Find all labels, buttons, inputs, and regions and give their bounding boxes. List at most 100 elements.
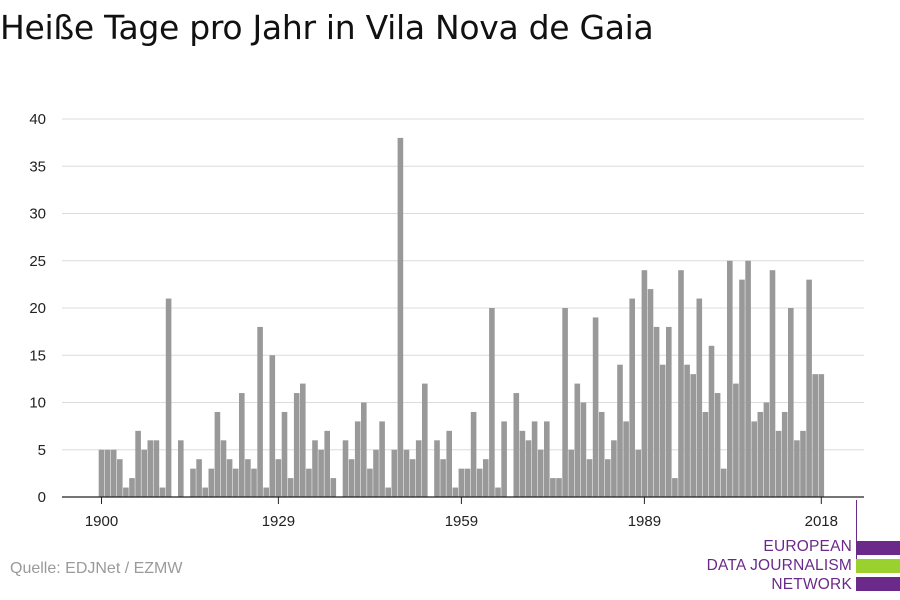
bar-1947: [385, 487, 391, 497]
bar-1945: [373, 449, 379, 497]
bar-2018: [818, 374, 825, 497]
logo-bar-purple-bottom: [856, 577, 900, 591]
bar-1922: [232, 468, 239, 497]
bar-2012: [781, 411, 788, 497]
bar-1920: [220, 440, 227, 497]
bar-1982: [598, 411, 605, 497]
bar-1986: [623, 421, 629, 497]
bar-1988: [635, 449, 642, 497]
bar-2003: [727, 260, 733, 497]
bar-1932: [293, 393, 300, 497]
y-tick-label: 0: [38, 489, 46, 506]
bar-1975: [556, 478, 562, 497]
bar-1913: [178, 440, 184, 497]
bar-1984: [611, 440, 617, 497]
x-tick-label: 2018: [805, 513, 838, 530]
bar-2010: [769, 270, 776, 497]
bar-2016: [806, 279, 812, 497]
bar-1929: [275, 459, 282, 497]
bar-1911: [165, 298, 172, 497]
bar-1917: [202, 487, 208, 497]
bar-1987: [629, 298, 635, 497]
y-tick-label: 10: [29, 395, 46, 412]
bar-1958: [452, 487, 459, 497]
bar-1952: [415, 440, 422, 497]
bar-1999: [702, 411, 709, 497]
x-axis-tick-labels: 1900 1929 1959 1989 2018: [85, 497, 838, 530]
bar-1942: [354, 421, 361, 497]
bar-1951: [409, 459, 416, 497]
bar-1983: [605, 459, 611, 497]
bar-1997: [690, 374, 696, 497]
bar-1959: [458, 468, 465, 497]
bar-1957: [446, 430, 452, 497]
bar-1950: [403, 449, 410, 497]
chart-title: Heiße Tage pro Jahr in Vila Nova de Gaia: [0, 8, 654, 47]
bar-2005: [739, 279, 745, 497]
bar-1933: [300, 383, 306, 497]
bar-1968: [513, 393, 520, 497]
x-tick-label: 1959: [445, 513, 478, 530]
bar-1910: [159, 487, 166, 497]
bar-2007: [751, 421, 757, 497]
source-note: Quelle: EDJNet / EZMW: [10, 560, 183, 577]
bar-2011: [775, 430, 782, 497]
bar-1934: [306, 468, 312, 497]
bar-1935: [312, 440, 318, 497]
y-tick-label: 5: [38, 442, 46, 459]
bar-1927: [263, 487, 269, 497]
bar-1981: [592, 317, 599, 497]
y-tick-label: 35: [29, 158, 46, 175]
bar-2004: [733, 383, 739, 497]
bar-2013: [788, 308, 794, 497]
bar-1994: [672, 478, 678, 497]
bar-1930: [281, 411, 288, 497]
bar-1978: [574, 383, 581, 497]
bar-1925: [251, 468, 257, 497]
bar-1964: [489, 308, 495, 497]
bar-1941: [348, 459, 355, 497]
edjnet-logo[interactable]: EUROPEAN DATA JOURNALISM NETWORK: [700, 500, 900, 596]
bar-1936: [318, 449, 324, 497]
bar-1996: [684, 364, 690, 497]
logo-text-european: EUROPEAN: [763, 538, 852, 555]
bar-2014: [794, 440, 800, 497]
bars: [98, 137, 825, 497]
bar-1948: [391, 449, 398, 497]
bar-1900: [98, 449, 105, 497]
bar-1940: [342, 440, 349, 497]
y-tick-label: 20: [29, 300, 46, 317]
bar-1903: [117, 459, 123, 497]
bar-1961: [470, 411, 477, 497]
y-tick-label: 25: [29, 253, 46, 270]
bar-1924: [245, 459, 251, 497]
bar-1993: [666, 326, 672, 497]
bar-1904: [123, 487, 129, 497]
bar-1980: [586, 459, 593, 497]
bar-1970: [525, 440, 532, 497]
bar-2006: [745, 260, 751, 497]
y-axis-tick-labels: 0 5 10 15 20 25 30 35 40: [29, 111, 46, 506]
y-tick-label: 30: [29, 206, 46, 223]
bar-1918: [208, 468, 215, 497]
bar-1963: [483, 459, 489, 497]
bar-1921: [226, 459, 233, 497]
bar-1972: [537, 449, 544, 497]
x-tick-label: 1989: [628, 513, 661, 530]
bar-1909: [153, 440, 160, 497]
bar-2015: [800, 430, 806, 497]
bar-1923: [239, 393, 245, 497]
bar-1966: [501, 421, 507, 497]
bar-1905: [129, 478, 135, 497]
bar-1938: [330, 478, 337, 497]
bar-1985: [617, 364, 623, 497]
bar-1976: [562, 308, 568, 497]
bar-1995: [678, 270, 684, 497]
logo-text-network: NETWORK: [771, 576, 852, 593]
logo-text-data-journalism: DATA JOURNALISM: [706, 557, 852, 574]
gridlines: [62, 118, 864, 451]
y-tick-label: 15: [29, 347, 46, 364]
bar-1902: [110, 449, 117, 497]
bar-1953: [422, 383, 428, 497]
